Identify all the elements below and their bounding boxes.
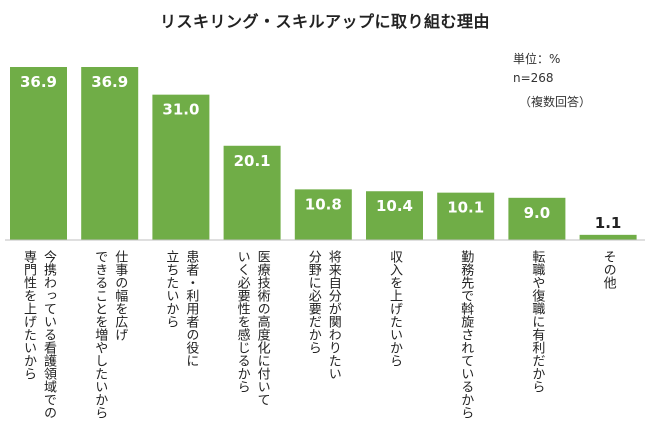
bar <box>81 67 139 240</box>
category-label: 勤務先で斡旋されているから <box>458 250 474 419</box>
bar <box>579 234 637 240</box>
unit-note: 単位：% <box>513 52 561 66</box>
bar <box>152 94 210 240</box>
bar-value-label: 10.1 <box>447 199 484 217</box>
bar-value-label: 31.0 <box>162 101 199 119</box>
category-label: 医療技術の高度化に付いて <box>255 250 271 406</box>
category-label: 転職や復職に有利だから <box>529 250 545 393</box>
bar-value-label: 36.9 <box>91 73 128 91</box>
category-label: 仕事の幅を広げ <box>112 250 128 341</box>
category-label: その他 <box>601 250 617 290</box>
category-label: 専門性を上げたいから <box>21 250 37 380</box>
bar-value-label: 1.1 <box>595 214 622 232</box>
category-label: 患者・利用者の役に <box>183 250 199 367</box>
bar <box>223 145 281 240</box>
multiple-answer-note: （複数回答） <box>519 95 592 109</box>
bar <box>294 189 352 240</box>
bar <box>437 192 495 240</box>
category-label: 将来自分が関わりたい <box>326 250 342 380</box>
sample-size-note: n=268 <box>513 71 554 85</box>
bar <box>508 197 566 240</box>
bar <box>10 67 67 240</box>
bar-value-label: 10.8 <box>305 195 342 213</box>
category-label: できることを増やしたいから <box>92 250 108 419</box>
category-label: 分野に必要だから <box>306 250 322 354</box>
bar-value-label: 9.0 <box>524 204 551 222</box>
category-label: いく必要性を感じるから <box>235 250 251 393</box>
bar-value-label: 36.9 <box>20 73 57 91</box>
category-label: 収入を上げたいから <box>387 250 403 367</box>
bar-value-label: 20.1 <box>234 152 271 170</box>
bar <box>366 191 423 240</box>
bar-value-label: 10.4 <box>376 197 413 215</box>
chart-title: リスキリング・スキルアップに取り組む理由 <box>159 12 490 31</box>
category-label: 立ちたいから <box>163 250 179 328</box>
category-label: 今携わっている看護領域での <box>41 249 57 419</box>
